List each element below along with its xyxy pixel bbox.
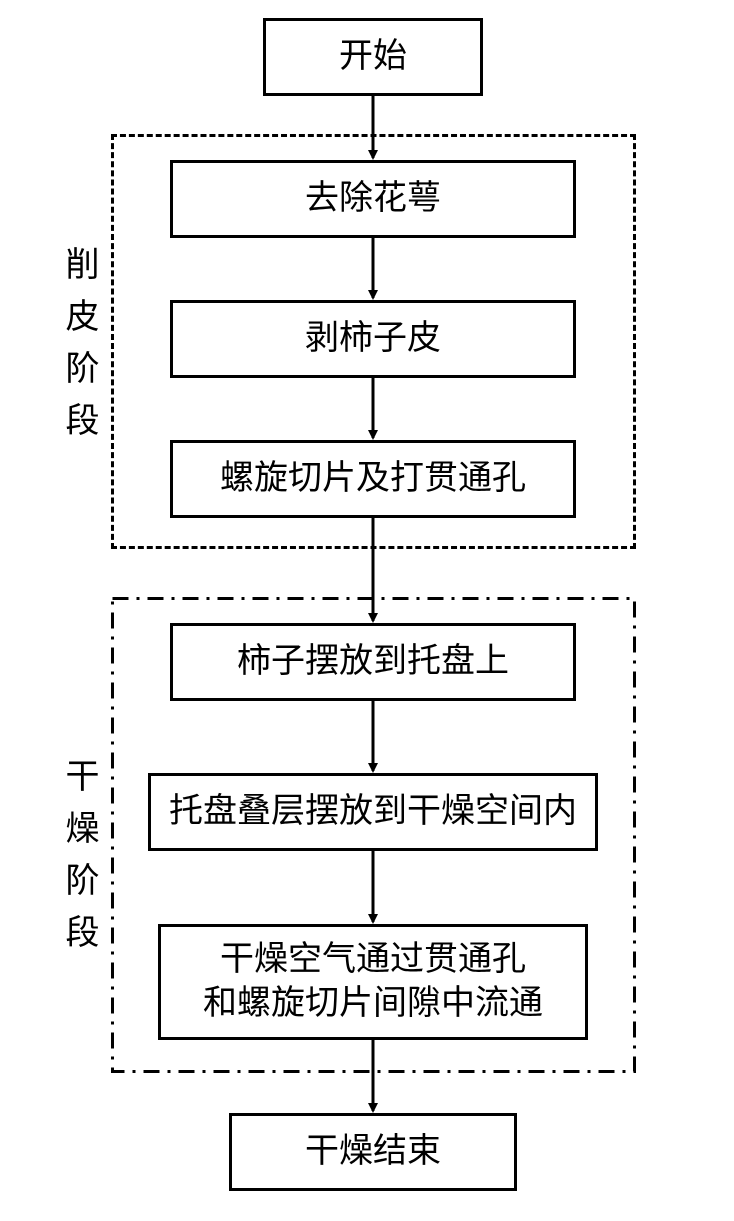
step5-box: 托盘叠层摆放到干燥空间内 [148, 773, 598, 851]
step2-box: 剥柿子皮 [170, 300, 576, 378]
step1-box: 去除花萼 [170, 160, 576, 238]
step1-label: 去除花萼 [305, 177, 441, 221]
step5-label: 托盘叠层摆放到干燥空间内 [169, 790, 577, 834]
step3-label: 螺旋切片及打贯通孔 [220, 457, 526, 501]
phase1-label: 削皮阶段 [54, 246, 103, 454]
end-label: 干燥结束 [305, 1130, 441, 1174]
end-box: 干燥结束 [229, 1113, 517, 1191]
step2-label: 剥柿子皮 [305, 317, 441, 361]
start-label: 开始 [339, 35, 407, 79]
step6-box: 干燥空气通过贯通孔 和螺旋切片间隙中流通 [158, 924, 588, 1040]
step4-box: 柿子摆放到托盘上 [170, 623, 576, 701]
step6-label: 干燥空气通过贯通孔 和螺旋切片间隙中流通 [203, 938, 543, 1026]
step3-box: 螺旋切片及打贯通孔 [170, 440, 576, 518]
phase2-label: 干燥阶段 [54, 758, 103, 966]
flowchart-container: 削皮阶段 干燥阶段 开始 去除花萼 剥柿子皮 螺旋切片及打贯通孔 柿子摆放到托盘… [0, 0, 734, 1221]
start-box: 开始 [263, 18, 483, 96]
step4-label: 柿子摆放到托盘上 [237, 640, 509, 684]
